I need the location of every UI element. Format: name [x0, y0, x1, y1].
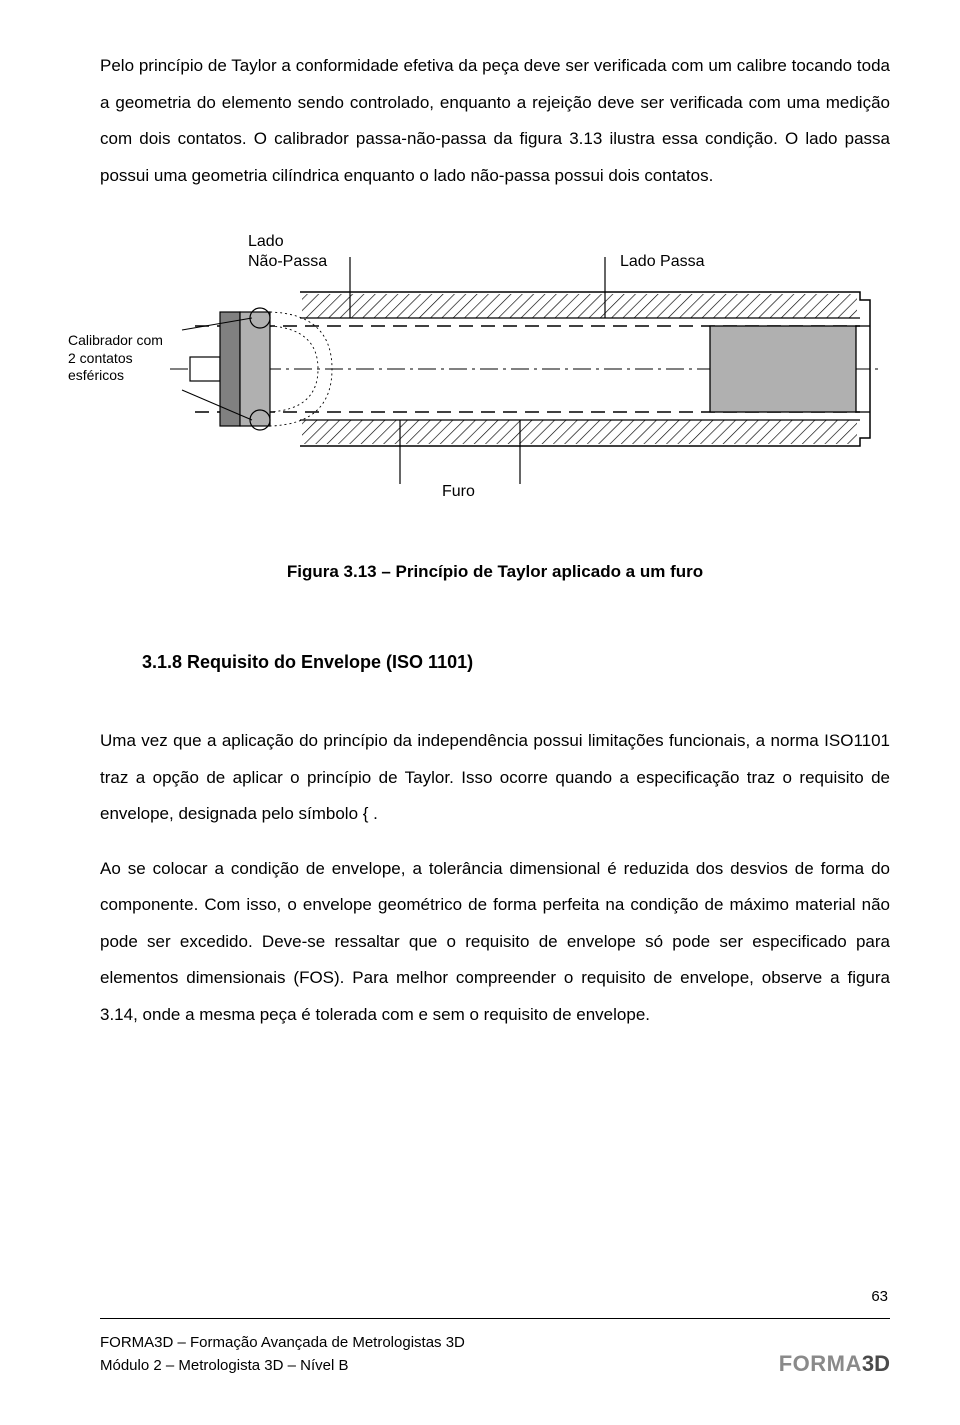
footer-logo: FORMA3D: [779, 1351, 890, 1377]
footer-line-2: Módulo 2 – Metrologista 3D – Nível B: [100, 1357, 348, 1374]
label-line: Lado: [248, 233, 284, 250]
paragraph-3: Ao se colocar a condição de envelope, a …: [100, 851, 890, 1034]
label-furo: Furo: [442, 482, 475, 502]
logo-text-3d: 3D: [862, 1351, 890, 1376]
page-number: 63: [871, 1288, 888, 1305]
footer-divider: [100, 1318, 890, 1319]
logo-text-forma: FORMA: [779, 1351, 862, 1376]
gauge-diagram-svg: [100, 252, 890, 512]
paragraph-1: Pelo princípio de Taylor a conformidade …: [100, 48, 890, 194]
figure-3-13: Lado Não-Passa Lado Passa Calibrador com…: [100, 232, 890, 552]
paragraph-2: Uma vez que a aplicação do princípio da …: [100, 723, 890, 833]
footer-line-1: FORMA3D – Formação Avançada de Metrologi…: [100, 1334, 465, 1351]
footer-text: FORMA3D – Formação Avançada de Metrologi…: [100, 1331, 465, 1378]
section-heading-3-1-8: 3.1.8 Requisito do Envelope (ISO 1101): [142, 652, 890, 673]
figure-caption: Figura 3.13 – Princípio de Taylor aplica…: [100, 562, 890, 582]
